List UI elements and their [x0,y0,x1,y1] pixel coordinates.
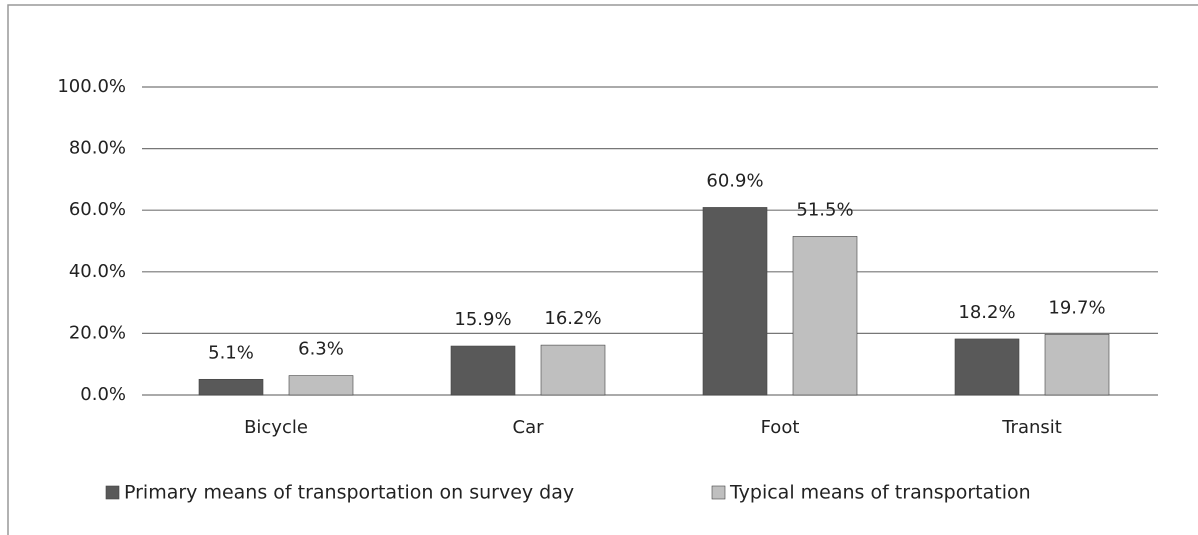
y-tick-label: 40.0% [69,261,126,282]
value-label: 60.9% [706,170,763,191]
y-tick-label: 100.0% [57,76,126,97]
legend-label: Typical means of transportation [729,482,1031,504]
bar [954,338,1020,396]
chart-border [7,4,1198,535]
legend-swatch [105,485,120,500]
bar [450,345,516,396]
y-tick-label: 80.0% [69,138,126,159]
bar [288,375,354,396]
legend-label: Primary means of transportation on surve… [124,482,574,504]
value-label: 19.7% [1048,297,1105,318]
bar [540,344,606,396]
x-tick-label: Bicycle [244,417,308,438]
y-tick-label: 20.0% [69,322,126,343]
x-tick-label: Car [513,417,545,438]
value-label: 16.2% [544,308,601,329]
bar [702,207,768,396]
bar [792,236,858,396]
bar [198,378,264,396]
y-tick-label: 60.0% [69,199,126,220]
value-label: 51.5% [796,199,853,220]
legend-swatch [711,485,726,500]
value-label: 15.9% [454,309,511,330]
x-tick-label: Transit [1001,417,1062,438]
value-label: 5.1% [208,342,254,363]
y-tick-label: 0.0% [80,384,126,405]
value-label: 6.3% [298,339,344,360]
bar [1044,334,1110,396]
x-tick-label: Foot [761,417,800,438]
value-label: 18.2% [958,302,1015,323]
